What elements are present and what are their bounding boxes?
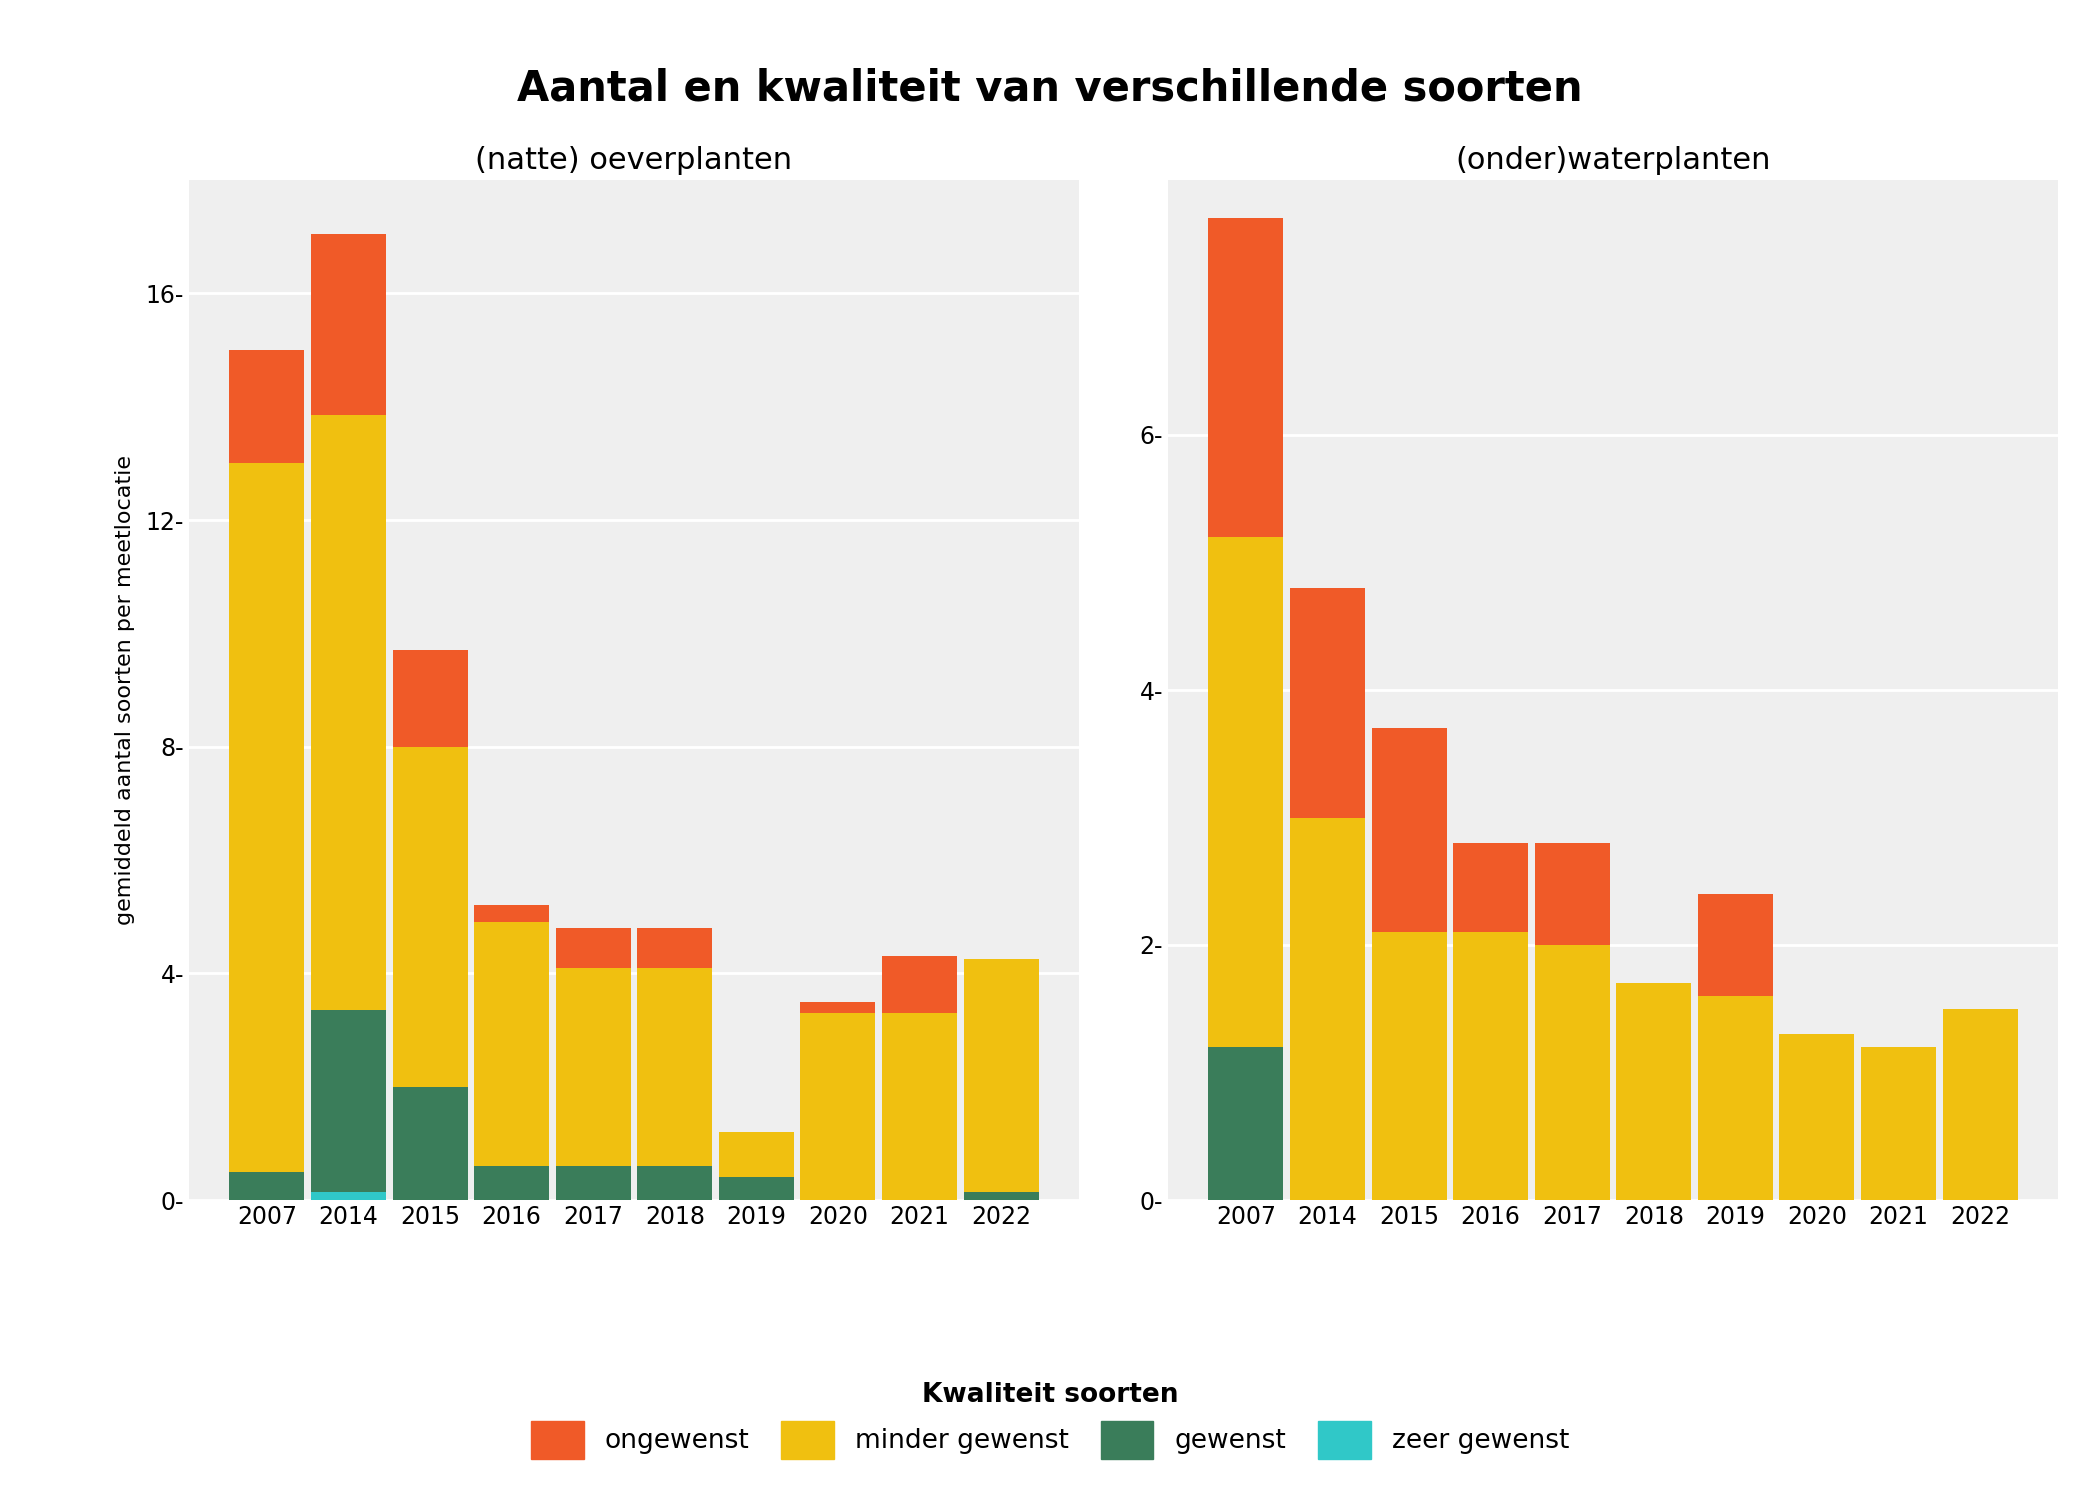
Bar (311, 234, 386, 416)
Bar (1535, 945, 1611, 1200)
Bar (882, 1013, 958, 1200)
Bar (1453, 843, 1529, 932)
Bar (964, 1191, 1040, 1200)
Bar (1453, 932, 1529, 1200)
Bar (1208, 219, 1283, 537)
Bar (393, 651, 468, 747)
Bar (229, 464, 304, 1172)
Bar (475, 906, 550, 922)
Bar (1942, 1008, 2018, 1200)
Bar (636, 928, 712, 968)
Bar (800, 1002, 876, 1013)
Bar (1697, 894, 1772, 996)
Bar (800, 1013, 876, 1200)
Title: (natte) oeverplanten: (natte) oeverplanten (475, 146, 792, 176)
Bar (718, 1132, 794, 1178)
Bar (636, 1166, 712, 1200)
Bar (393, 747, 468, 1086)
Bar (964, 958, 1040, 1191)
Bar (229, 1172, 304, 1200)
Bar (475, 1166, 550, 1200)
Bar (718, 1178, 794, 1200)
Bar (556, 968, 630, 1166)
Bar (229, 350, 304, 464)
Text: Aantal en kwaliteit van verschillende soorten: Aantal en kwaliteit van verschillende so… (517, 68, 1583, 110)
Bar (1289, 818, 1365, 1200)
Bar (311, 1191, 386, 1200)
Bar (1371, 728, 1447, 932)
Bar (1289, 588, 1365, 818)
Bar (556, 928, 630, 968)
Y-axis label: gemiddeld aantal soorten per meetlocatie: gemiddeld aantal soorten per meetlocatie (116, 454, 134, 926)
Bar (1697, 996, 1772, 1200)
Bar (1779, 1035, 1854, 1200)
Bar (882, 957, 958, 1012)
Bar (393, 1086, 468, 1200)
Bar (475, 922, 550, 1166)
Bar (1208, 537, 1283, 1047)
Legend: ongewenst, minder gewenst, gewenst, zeer gewenst: ongewenst, minder gewenst, gewenst, zeer… (519, 1370, 1581, 1472)
Bar (311, 416, 386, 1010)
Bar (636, 968, 712, 1166)
Bar (1371, 932, 1447, 1200)
Bar (1861, 1047, 1936, 1200)
Bar (311, 1010, 386, 1191)
Title: (onder)waterplanten: (onder)waterplanten (1455, 146, 1770, 176)
Bar (1535, 843, 1611, 945)
Bar (1617, 984, 1690, 1200)
Bar (1208, 1047, 1283, 1200)
Bar (556, 1166, 630, 1200)
